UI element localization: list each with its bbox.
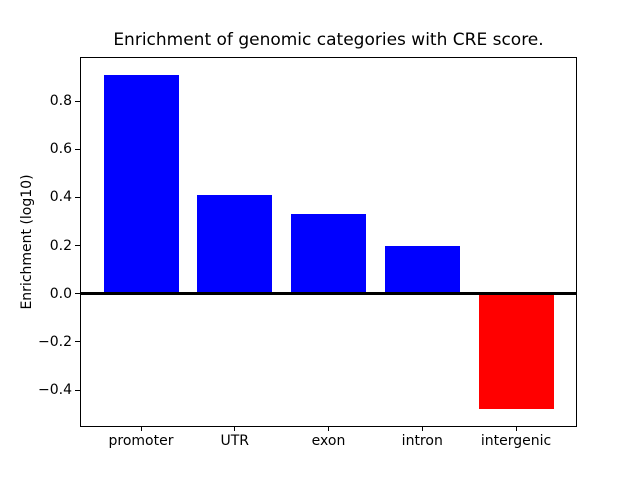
chart-title: Enrichment of genomic categories with CR… bbox=[113, 30, 544, 50]
y-tick-label: −0.4 bbox=[38, 382, 72, 399]
y-tick-mark bbox=[75, 100, 80, 102]
y-tick-mark bbox=[75, 245, 80, 247]
y-axis-label: Enrichment (log10) bbox=[19, 174, 35, 310]
bar-intron bbox=[384, 245, 460, 294]
y-tick-label: 0.0 bbox=[49, 285, 72, 302]
bar-intergenic bbox=[478, 293, 554, 410]
x-tick-mark bbox=[515, 426, 517, 431]
zero-line bbox=[81, 292, 576, 296]
y-tick-mark bbox=[75, 148, 80, 150]
x-tick-mark bbox=[140, 426, 142, 431]
plot-area: 0.8 0.6 0.4 0.2 0.0 −0.2 −0.4 promoter UTR exon in… bbox=[38, 57, 577, 448]
y-tick-mark bbox=[75, 196, 80, 198]
y-tick-label: 0.4 bbox=[49, 189, 72, 206]
y-tick-label: 0.2 bbox=[49, 237, 72, 254]
x-tick-label-intron: intron bbox=[401, 433, 443, 449]
y-tick-mark bbox=[75, 293, 80, 295]
y-tick-label: −0.2 bbox=[38, 333, 72, 350]
y-tick-label: 0.8 bbox=[49, 93, 72, 110]
x-tick-label-intergenic: intergenic bbox=[480, 433, 552, 449]
x-tick-label-promoter: promoter bbox=[108, 433, 174, 449]
bar-exon bbox=[291, 214, 366, 294]
bar-UTR bbox=[197, 195, 273, 294]
y-tick-mark bbox=[75, 389, 80, 391]
y-tick-mark bbox=[75, 341, 80, 343]
x-tick-label-exon: exon bbox=[311, 433, 346, 449]
x-tick-mark bbox=[421, 426, 423, 431]
x-tick-mark bbox=[234, 426, 236, 431]
bar-promoter bbox=[103, 74, 179, 294]
x-tick-mark bbox=[328, 426, 329, 431]
y-tick-label: 0.6 bbox=[49, 141, 72, 158]
x-tick-label-UTR: UTR bbox=[220, 433, 250, 449]
